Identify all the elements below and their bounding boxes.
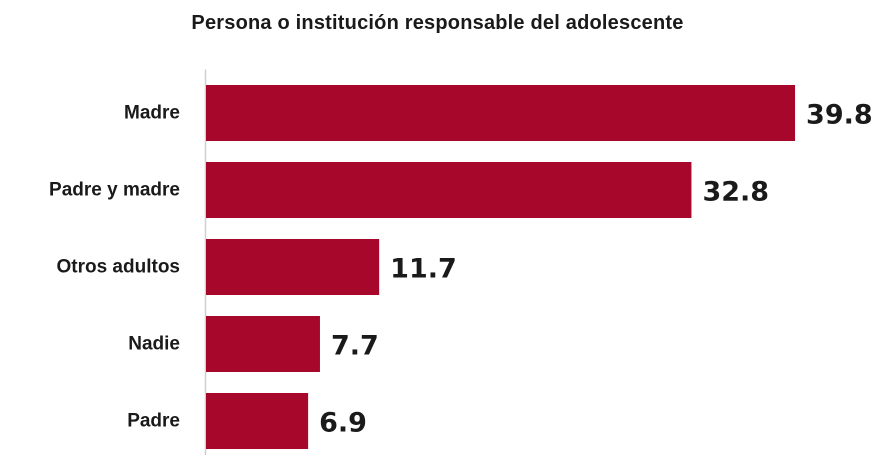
- bars-group: [206, 85, 796, 449]
- value-label: 7.7: [331, 331, 379, 362]
- bar-madre: [206, 85, 796, 141]
- category-label: Nadie: [128, 334, 180, 355]
- category-label: Padre: [127, 411, 180, 432]
- bar-otros-adultos: [206, 239, 380, 295]
- category-label: Otros adultos: [56, 257, 180, 278]
- category-labels-group: Madre Padre y madre Otros adultos Nadie Padr…: [49, 103, 180, 432]
- value-label: 39.8: [806, 100, 873, 131]
- value-labels-group: 39.8 32.8 11.7 7.7 6.9: [319, 100, 873, 439]
- value-label: 6.9: [319, 408, 367, 439]
- category-label: Padre y madre: [49, 180, 180, 201]
- chart-title: Persona o institución responsable del ad…: [191, 12, 684, 34]
- bar-nadie: [206, 316, 320, 372]
- value-label: 11.7: [390, 254, 457, 285]
- bar-padre: [206, 393, 309, 449]
- value-label: 32.8: [702, 177, 769, 208]
- bar-padre-y-madre: [206, 162, 692, 218]
- category-label: Madre: [124, 103, 180, 124]
